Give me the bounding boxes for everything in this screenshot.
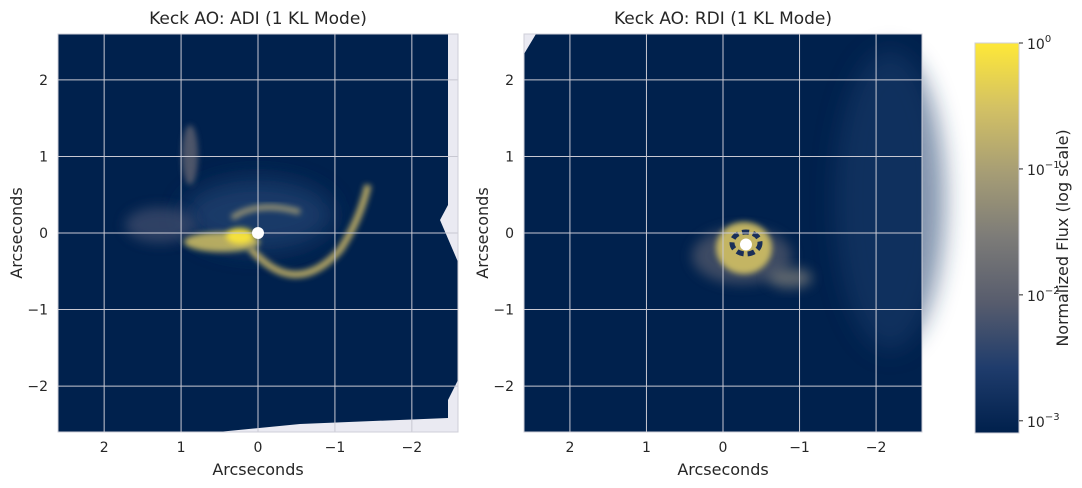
adi-x-tick-label: −2 [402,440,423,456]
rdi-y-axis-label: Arcseconds [473,187,492,278]
rdi-y-tick-label: −2 [493,379,514,395]
adi-y-tick-label: 2 [39,73,48,89]
adi-x-tick-label: 1 [177,440,186,456]
colorbar-tick-labels: 100 10−1 10−2 10−3 [1019,34,1060,431]
adi-x-tick-label: 0 [254,440,263,456]
colorbar-gradient [974,42,1020,434]
colorbar-tick-label: 100 [1027,34,1051,53]
rdi-x-tick-label: −1 [789,440,810,456]
rdi-y-tick-label: 0 [505,226,514,242]
rdi-y-tick-label: 2 [505,73,514,89]
rdi-x-tick-label: −2 [866,440,887,456]
rdi-emission [692,50,945,350]
colorbar: 100 10−1 10−2 10−3 Normalized Flux (log sca… [974,34,1072,434]
adi-y-tick-label: 1 [39,149,48,165]
rdi-star-marker [739,238,752,251]
rdi-outer-haze [835,50,945,350]
colorbar-tick-label: 10−2 [1027,286,1060,305]
colorbar-tick-label: 10−1 [1027,160,1060,179]
rdi-title: Keck AO: RDI (1 KL Mode) [614,9,832,29]
adi-y-tick-label: −2 [27,379,48,395]
rdi-axes-frame [523,33,923,433]
adi-panel: 2 1 0 −1 −2 −2 −1 0 1 2 Keck AO: ADI (1 KL Mode)… [7,9,459,479]
colorbar-tick-label: 10−3 [1027,412,1060,431]
adi-y-tick-label: 0 [39,226,48,242]
adi-x-tick-label: −1 [325,440,346,456]
rdi-disk-tail [768,268,812,288]
colorbar-label: Normalized Flux (log scale) [1053,129,1072,346]
rdi-x-tick-label: 2 [565,440,574,456]
rdi-x-tick-label: 0 [719,440,728,456]
rdi-dark-ring [729,229,763,257]
rdi-y-tick-label: −1 [493,303,514,319]
rdi-x-tick-labels: 2 1 0 −1 −2 [565,440,886,456]
adi-title: Keck AO: ADI (1 KL Mode) [149,9,367,29]
adi-core-glow [226,228,254,244]
adi-y-tick-label: −1 [27,303,48,319]
adi-axes-frame [57,33,459,433]
adi-x-tick-labels: 2 1 0 −1 −2 [100,440,422,456]
adi-star-marker [252,227,264,239]
rdi-x-axis-label: Arcseconds [677,460,768,479]
adi-lobe-west [125,207,195,243]
rdi-x-tick-label: 1 [642,440,651,456]
adi-y-axis-label: Arcseconds [7,187,26,278]
adi-spiral-arc [247,184,372,278]
rdi-y-tick-labels: −2 −1 0 1 2 [493,73,514,395]
adi-lobe [182,125,198,185]
adi-x-axis-label: Arcseconds [212,460,303,479]
rdi-panel: 2 1 0 −1 −2 −2 −1 0 1 2 Keck AO: RDI (1 KL Mode)… [473,9,945,479]
adi-inner-arc [230,204,301,221]
rdi-grid [524,34,922,432]
adi-y-tick-labels: −2 −1 0 1 2 [27,73,48,395]
rdi-y-tick-label: 1 [505,149,514,165]
adi-x-tick-label: 2 [100,440,109,456]
